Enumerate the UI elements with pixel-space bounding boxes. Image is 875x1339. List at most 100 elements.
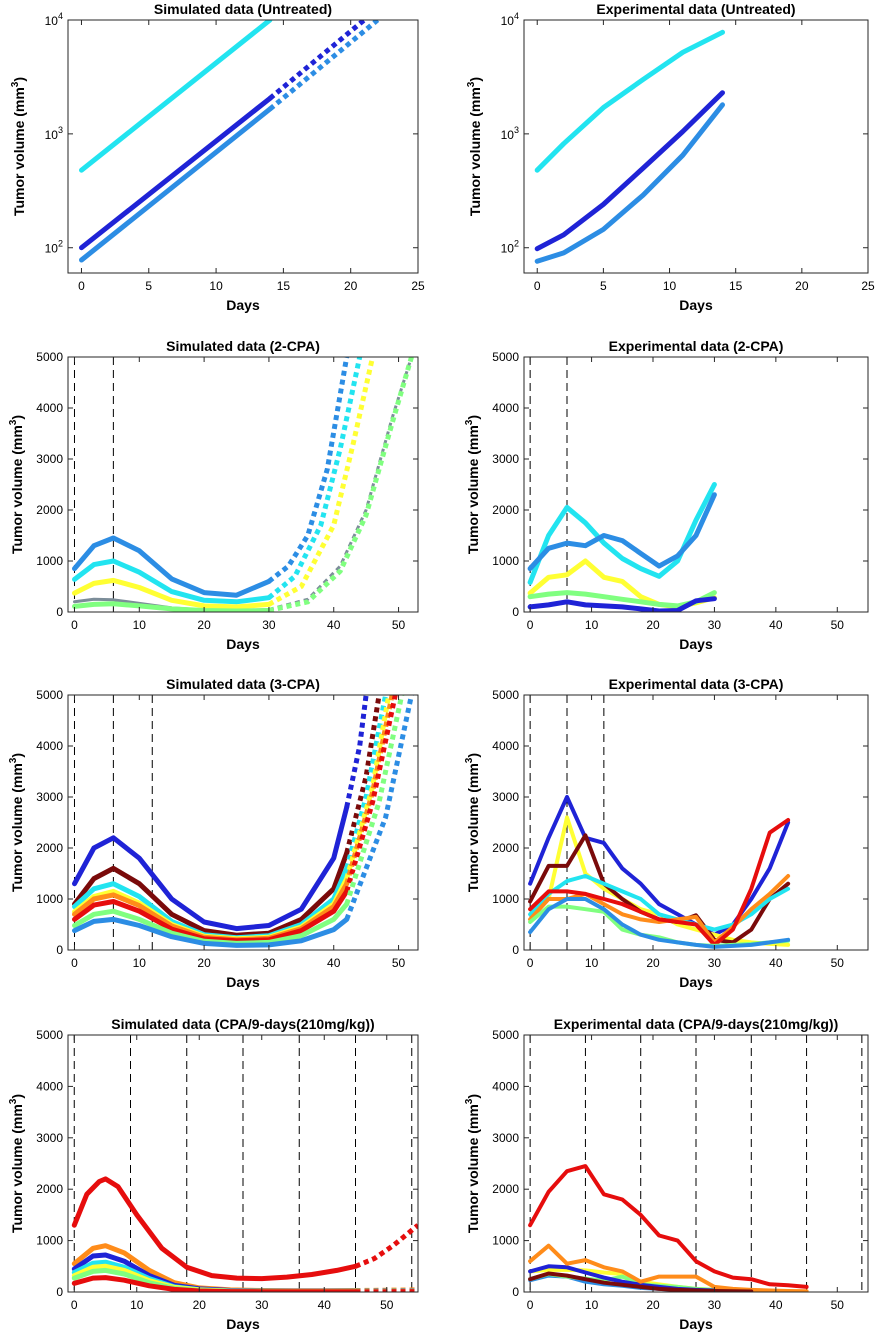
x-tick-label: 30 (262, 956, 276, 970)
x-tick-label: 0 (527, 1298, 534, 1312)
y-tick-label: 1000 (36, 1234, 63, 1248)
series-3-projection (267, 357, 376, 607)
y-axis-label: Tumor volume (mm3) (464, 1094, 481, 1233)
y-tick-label: 1000 (492, 1234, 519, 1248)
series-8-line (72, 916, 350, 948)
x-tick-label: 40 (327, 618, 341, 632)
series-7-projection (354, 1223, 418, 1269)
series-8-projection (344, 695, 414, 921)
series-1-line (527, 482, 717, 585)
x-tick-label: 30 (708, 618, 722, 632)
y-tick-label: 4000 (36, 739, 63, 753)
x-tick-label: 0 (527, 618, 534, 632)
x-tick-label: 50 (392, 618, 406, 632)
y-tick-label: 0 (512, 943, 519, 957)
series-3-line (534, 102, 725, 264)
chart-title: Simulated data (3-CPA) (166, 676, 320, 692)
x-tick-label: 50 (831, 618, 845, 632)
y-tick-label: 4000 (36, 401, 63, 415)
y-tick-label: 5000 (492, 688, 519, 702)
series-7-line (71, 1176, 358, 1282)
y-tick-label: 3000 (492, 452, 519, 466)
y-tick-label: 0 (512, 605, 519, 619)
y-tick-label: 2000 (36, 841, 63, 855)
series-1-line (79, 20, 273, 173)
x-tick-label: 20 (344, 279, 358, 293)
axes-frame (523, 694, 869, 951)
x-tick-label: 20 (646, 618, 660, 632)
x-tick-label: 10 (133, 618, 147, 632)
x-tick-label: 20 (197, 956, 211, 970)
series-7-projection (344, 695, 405, 905)
axes-frame (523, 1034, 869, 1293)
y-tick-label: 0 (512, 1285, 519, 1299)
x-tick-label: 10 (585, 618, 599, 632)
x-axis-label: Days (226, 297, 260, 313)
series-2-projection (267, 357, 363, 600)
series-6-line (528, 818, 791, 947)
y-tick-label: 1000 (492, 892, 519, 906)
series-8-line (528, 897, 791, 949)
y-tick-label: 104 (45, 11, 63, 28)
x-tick-label: 20 (646, 956, 660, 970)
axes-frame (67, 694, 419, 951)
x-tick-label: 10 (130, 1298, 144, 1312)
x-tick-label: 10 (209, 279, 223, 293)
y-tick-label: 1000 (492, 554, 519, 568)
y-tick-label: 4000 (492, 739, 519, 753)
series-1-line (72, 535, 272, 598)
y-tick-label: 4000 (492, 401, 519, 415)
x-tick-label: 50 (831, 956, 845, 970)
chart-panel-5: Simulated data (3-CPA) 0 10 20 30 40 50 0 1000 20… (8, 676, 419, 990)
x-axis-label: Days (679, 297, 713, 313)
axes-frame (523, 19, 869, 274)
y-axis-label: Tumor volume (mm3) (466, 77, 483, 216)
y-tick-label: 103 (501, 125, 519, 142)
chart-title: Experimental data (3-CPA) (609, 676, 784, 692)
x-axis-label: Days (226, 1316, 260, 1332)
y-tick-label: 1000 (36, 892, 63, 906)
y-tick-label: 5000 (36, 1028, 63, 1042)
x-tick-label: 25 (861, 279, 875, 293)
x-tick-label: 10 (585, 1298, 599, 1312)
series-2-line (72, 558, 272, 605)
y-tick-label: 5000 (36, 688, 63, 702)
x-tick-label: 25 (411, 279, 425, 293)
chart-panel-6: Experimental data (3-CPA) 0 10 20 30 40 50 0 100… (464, 676, 869, 990)
x-tick-label: 40 (769, 956, 783, 970)
series-2-line (72, 850, 350, 938)
series-2-line (534, 90, 725, 252)
x-tick-label: 50 (380, 1298, 394, 1312)
y-tick-label: 3000 (492, 790, 519, 804)
x-tick-label: 20 (193, 1298, 207, 1312)
y-tick-label: 3000 (36, 790, 63, 804)
chart-panel-3: Simulated data (2-CPA) 0 10 20 30 40 50 0 1000 20… (8, 338, 419, 652)
y-tick-label: 2000 (492, 841, 519, 855)
y-tick-label: 5000 (36, 350, 63, 364)
y-tick-label: 2000 (36, 1182, 63, 1196)
series-1-line (72, 804, 350, 932)
y-tick-label: 4000 (36, 1079, 63, 1093)
x-tick-label: 0 (71, 1298, 78, 1312)
chart-panel-8: Experimental data (CPA/9-days(210mg/kg))… (464, 1016, 869, 1332)
axes-frame (67, 19, 419, 274)
series-2-projection (268, 20, 366, 101)
x-tick-label: 30 (708, 1298, 722, 1312)
x-tick-label: 30 (708, 956, 722, 970)
chart-panel-7: Simulated data (CPA/9-days(210mg/kg)) 0 10… (8, 1016, 419, 1332)
series-5-line (72, 601, 272, 612)
x-tick-label: 10 (585, 956, 599, 970)
x-tick-label: 20 (646, 1298, 660, 1312)
y-tick-label: 0 (56, 943, 63, 957)
x-tick-label: 20 (197, 618, 211, 632)
series-2-line (79, 95, 273, 251)
series-3-line (79, 106, 273, 263)
series-6-line (71, 1275, 358, 1292)
axes-frame (67, 356, 419, 613)
y-axis-label: Tumor volume (mm3) (8, 753, 25, 892)
x-tick-label: 5 (600, 279, 607, 293)
y-tick-label: 2000 (492, 1182, 519, 1196)
x-tick-label: 30 (255, 1298, 269, 1312)
chart-title: Experimental data (2-CPA) (609, 338, 784, 354)
